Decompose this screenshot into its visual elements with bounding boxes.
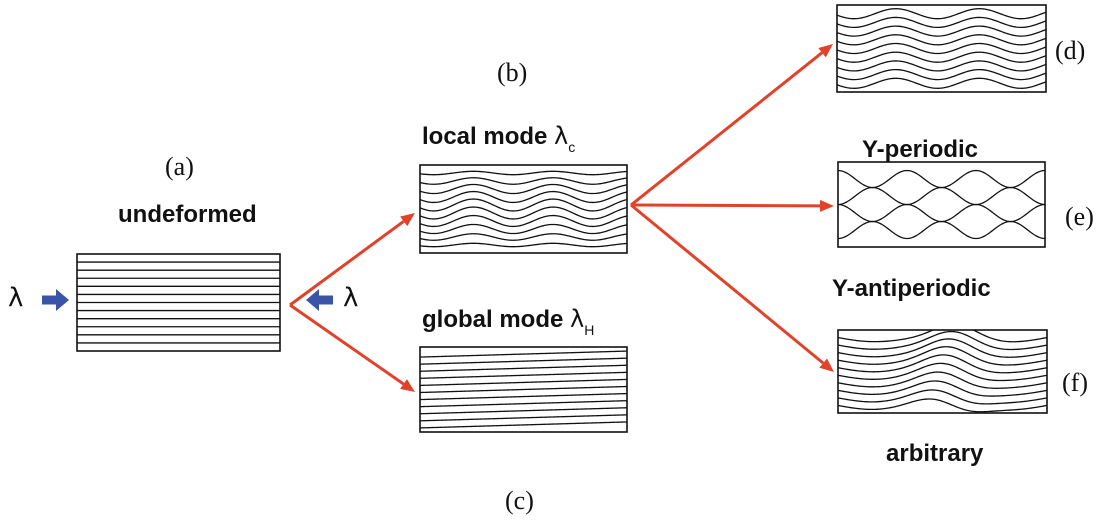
title-arbitrary: arbitrary xyxy=(886,440,984,467)
box-local-mode xyxy=(419,164,628,254)
box-local-mode-line xyxy=(420,206,627,220)
panel-tag-b: (b) xyxy=(497,58,528,87)
box-arbitrary-line xyxy=(838,330,1047,343)
box-y-periodic-line xyxy=(837,8,1046,20)
box-y-periodic xyxy=(836,4,1047,93)
box-arbitrary-line xyxy=(838,398,1047,413)
box-arbitrary-line xyxy=(838,389,1047,405)
box-y-periodic-line xyxy=(837,51,1046,63)
arrow-to-y-antiperiodic xyxy=(630,199,834,212)
box-undeformed-border xyxy=(76,253,281,352)
title-y-periodic: Y-periodic xyxy=(862,136,979,163)
box-local-mode-line xyxy=(420,198,627,212)
box-local-mode-line xyxy=(420,223,627,235)
arrow-to-local-mode xyxy=(289,213,415,307)
panel-tag-f: (f) xyxy=(1062,368,1088,397)
title-undeformed: undeformed xyxy=(118,201,257,228)
box-arbitrary-line xyxy=(838,362,1047,382)
load-arrow-left xyxy=(42,289,69,311)
box-y-antiperiodic-line xyxy=(838,220,1045,240)
box-local-mode-line xyxy=(420,190,627,204)
box-global-mode xyxy=(419,346,628,433)
box-local-mode-line xyxy=(420,214,627,228)
box-arbitrary xyxy=(837,329,1048,414)
box-global-mode-line xyxy=(420,364,627,372)
load-arrow-right xyxy=(306,289,333,311)
title-local-mode: local mode λc xyxy=(422,122,576,155)
title-y-antiperiodic: Y-antiperiodic xyxy=(832,275,991,302)
box-global-mode-line xyxy=(420,385,627,394)
box-global-mode-border xyxy=(419,346,628,433)
box-local-mode-border xyxy=(419,164,628,254)
box-y-antiperiodic-line xyxy=(838,169,1045,189)
box-global-mode-line xyxy=(420,371,627,379)
box-y-antiperiodic-line xyxy=(838,186,1045,206)
arrow-to-arbitrary xyxy=(630,203,834,372)
load-lambda-left: λ xyxy=(8,283,24,313)
box-y-antiperiodic xyxy=(837,161,1046,248)
box-arbitrary-line xyxy=(838,330,1047,351)
box-local-mode-line xyxy=(420,233,627,241)
lambda-h-symbol: λ xyxy=(570,305,585,333)
box-y-periodic-lines xyxy=(837,8,1046,89)
box-arbitrary-line xyxy=(838,354,1047,374)
box-y-periodic-line xyxy=(837,42,1046,55)
box-global-mode-line xyxy=(420,421,627,429)
box-undeformed-lines xyxy=(77,261,280,344)
title-global-mode: global mode λH xyxy=(422,305,595,338)
box-local-mode-line xyxy=(420,242,627,248)
box-y-periodic-line xyxy=(837,68,1046,81)
box-y-periodic-line xyxy=(837,16,1046,29)
box-y-antiperiodic-border xyxy=(837,161,1046,248)
box-global-mode-lines xyxy=(420,350,627,429)
box-y-periodic-line xyxy=(837,34,1046,46)
lambda-c-symbol: λ xyxy=(554,122,569,150)
box-y-periodic-line xyxy=(837,25,1046,37)
box-arbitrary-line xyxy=(838,371,1047,389)
panel-tag-c: (c) xyxy=(505,486,534,515)
box-undeformed xyxy=(76,253,281,352)
box-y-periodic-border xyxy=(836,4,1047,93)
box-global-mode-line xyxy=(420,378,627,387)
box-arbitrary-border xyxy=(837,329,1048,414)
box-arbitrary-line xyxy=(838,338,1047,358)
load-lambda-right: λ xyxy=(343,283,359,313)
box-y-antiperiodic-lines xyxy=(838,169,1045,240)
box-arbitrary-line xyxy=(838,380,1047,397)
box-global-mode-line xyxy=(420,414,627,422)
box-global-mode-line xyxy=(420,357,627,365)
box-y-antiperiodic-line xyxy=(838,203,1045,223)
box-y-periodic-line xyxy=(837,77,1046,89)
box-global-mode-line xyxy=(420,407,627,415)
box-local-mode-lines xyxy=(420,170,627,248)
box-global-mode-line xyxy=(420,392,627,401)
box-global-mode-line xyxy=(420,400,627,408)
arrow-to-y-periodic xyxy=(630,44,833,207)
box-arbitrary-lines xyxy=(838,330,1047,413)
panel-tag-a: (a) xyxy=(165,152,194,181)
box-global-mode-line xyxy=(420,350,627,358)
box-local-mode-line xyxy=(420,170,627,176)
box-arbitrary-line xyxy=(838,346,1047,366)
panel-tag-d: (d) xyxy=(1055,36,1086,65)
arrow-to-global-mode xyxy=(289,303,415,392)
box-y-periodic-line xyxy=(837,60,1046,72)
box-local-mode-line xyxy=(420,183,627,195)
panel-tag-e: (e) xyxy=(1065,202,1094,231)
box-local-mode-line xyxy=(420,177,627,185)
